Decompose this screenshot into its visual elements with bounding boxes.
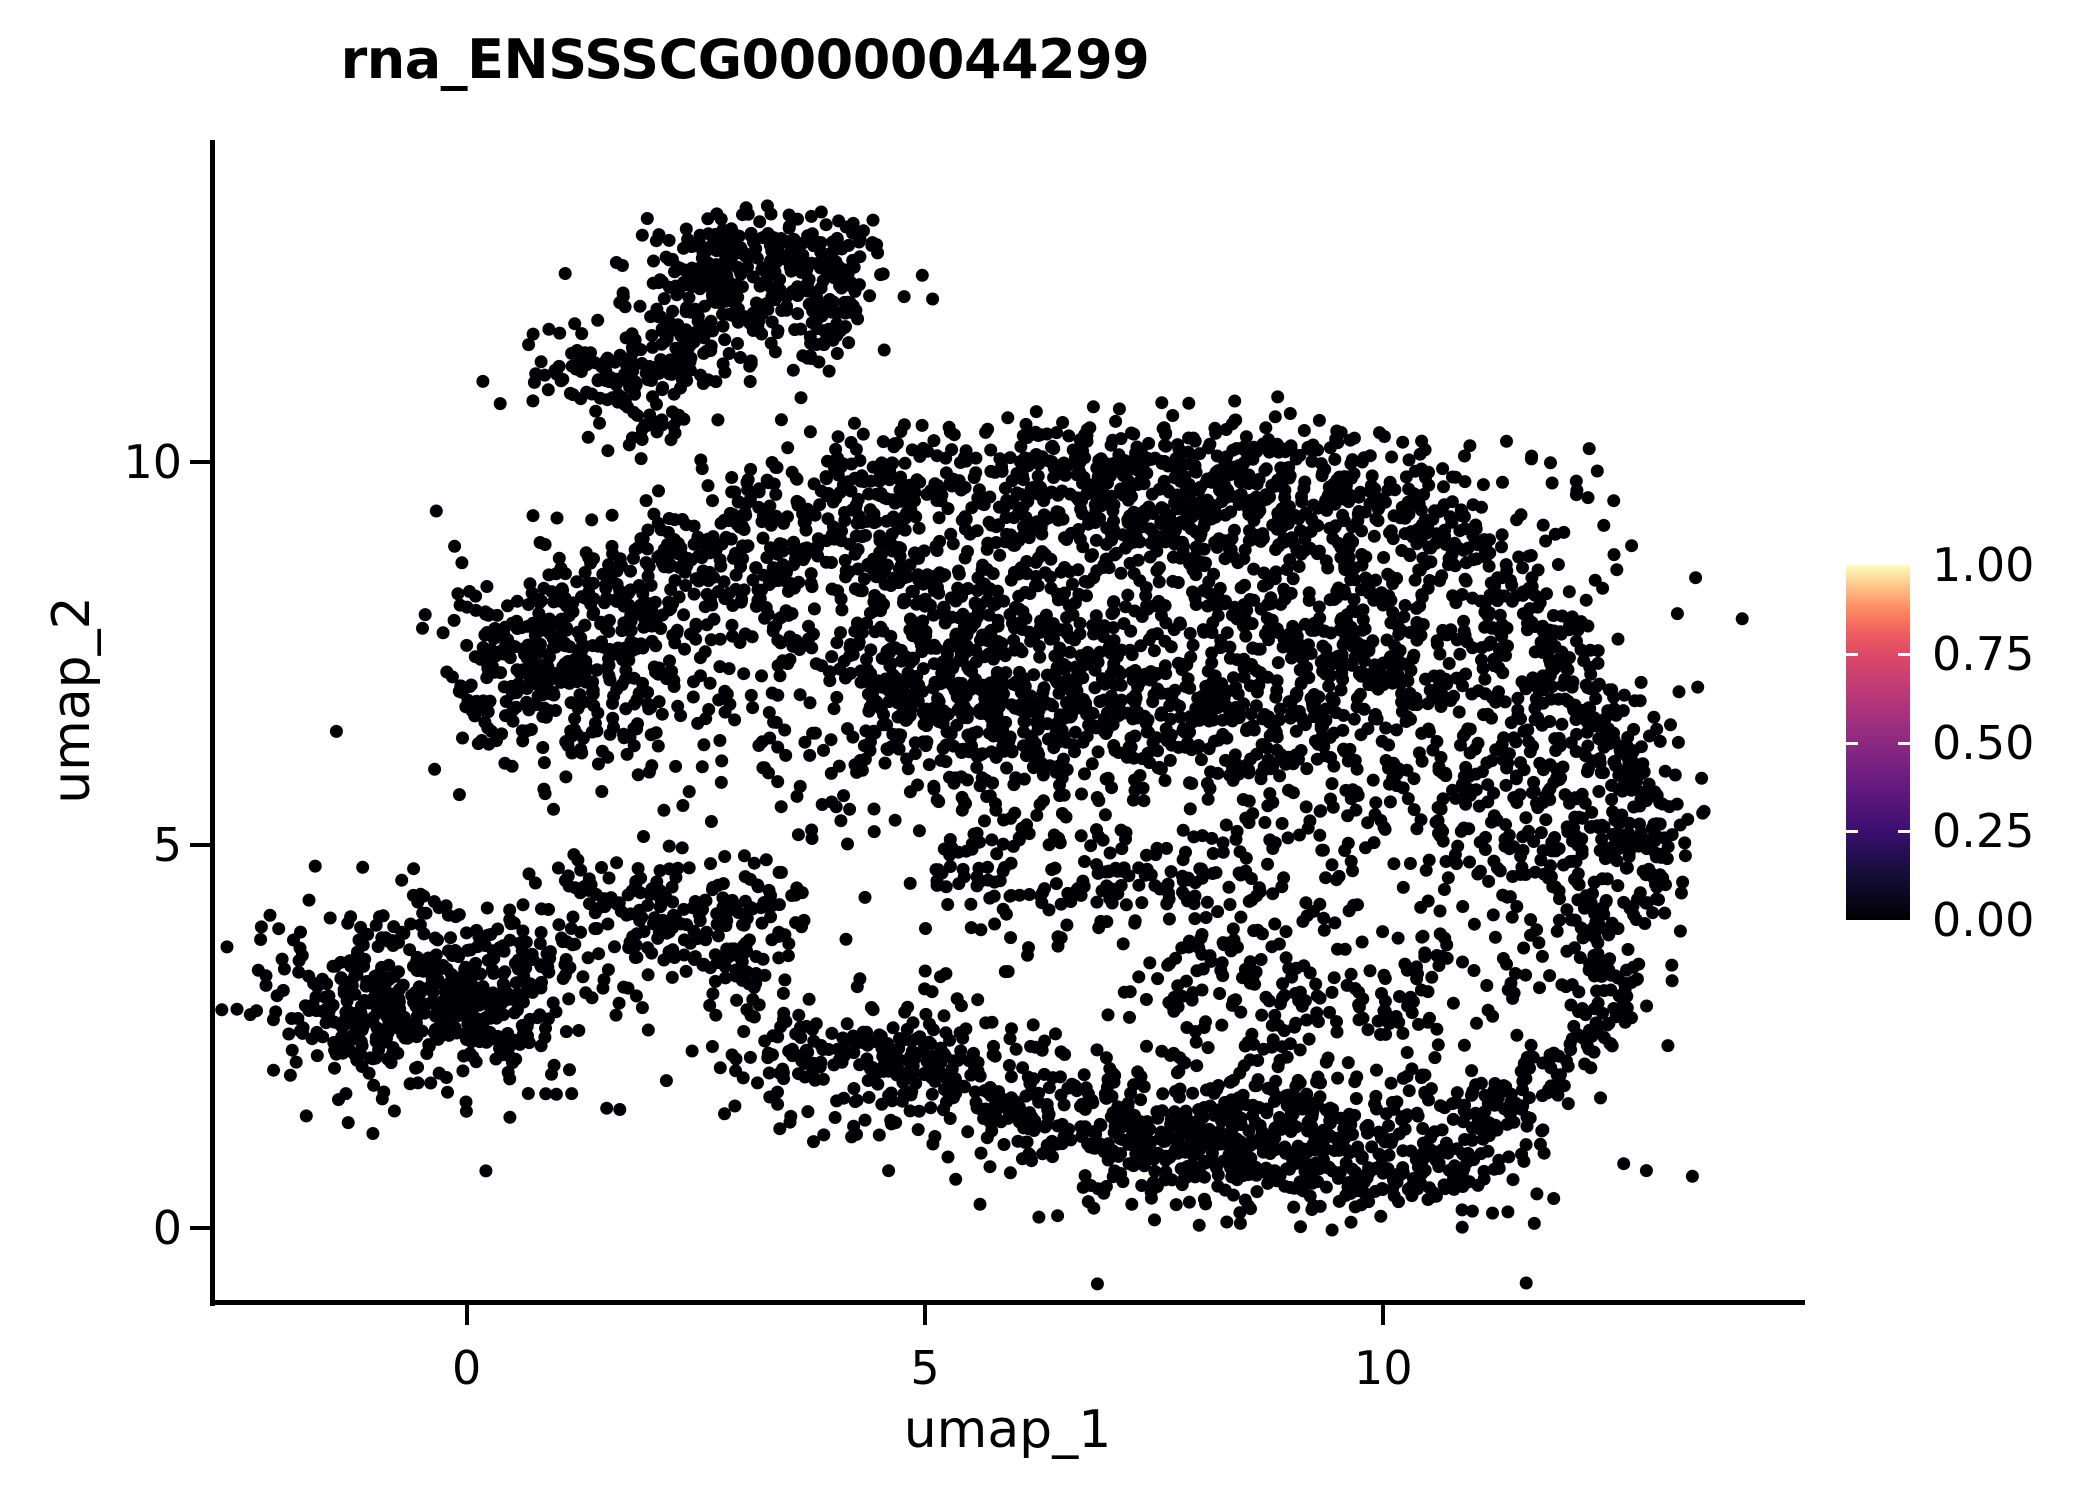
y-tick-mark [190,843,210,848]
x-tick-mark [923,1305,927,1325]
x-axis-spine [210,1300,1805,1305]
y-tick-label: 0 [152,1201,182,1256]
y-axis-label: umap_2 [42,596,102,804]
colorbar-tick-label: 0.75 [1932,626,2035,681]
colorbar-tick-mark [1846,741,1858,745]
y-tick-label: 10 [123,434,182,489]
colorbar-tick-mark [1898,652,1910,656]
y-tick-label: 5 [152,818,182,873]
colorbar-tick-label: 0.50 [1932,715,2035,770]
x-axis-label: umap_1 [903,1400,1112,1460]
colorbar-tick-label: 0.00 [1932,893,2035,947]
y-tick-mark [190,1226,210,1231]
x-tick-label: 0 [452,1341,482,1395]
colorbar-tick-mark [1846,652,1858,656]
x-tick-label: 5 [910,1341,940,1395]
x-tick-mark [1381,1305,1386,1325]
plot-axes: 0 5 10 0 5 10 [123,140,1805,1395]
colorbar-tick-mark [1898,830,1910,834]
colorbar-tick-label: 1.00 [1932,538,2035,592]
page-title: rna_ENSSSCG00000044299 [340,28,1150,91]
x-tick-mark [464,1305,469,1325]
colorbar-tick-mark [1898,741,1910,745]
colorbar-tick-mark [1846,830,1858,834]
y-axis-spine [210,140,215,1306]
scatter-points-layer [215,199,1749,1291]
y-tick-mark [190,459,210,464]
scatter-plot-area [210,140,1805,1305]
colorbar-tick-label: 0.25 [1932,804,2035,859]
colorbar: 1.00 0.75 0.50 0.25 0.00 [1846,538,2086,947]
x-tick-label: 10 [1354,1341,1413,1395]
